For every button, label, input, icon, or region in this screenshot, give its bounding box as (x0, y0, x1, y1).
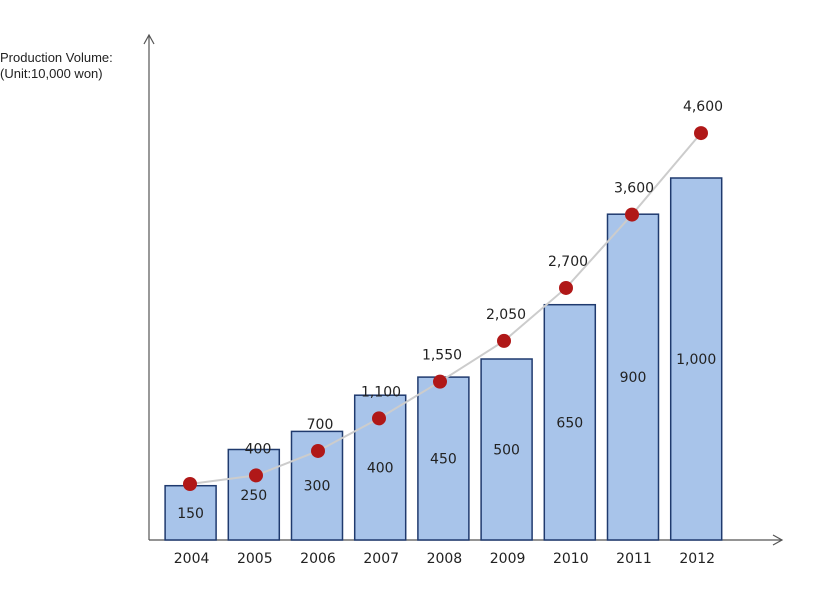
y-axis-arrow (143, 33, 155, 45)
bar-value-label: 1,000 (676, 352, 716, 368)
bar (227, 448, 281, 541)
line-value-label: 1,100 (361, 384, 401, 400)
line-point (625, 207, 639, 222)
bar-value-label: 300 (304, 479, 331, 495)
bar-value-label: 250 (240, 488, 267, 504)
line-point (694, 126, 708, 141)
x-tick-label: 2009 (490, 551, 526, 567)
x-axis-arrow (772, 534, 784, 546)
bar (417, 376, 470, 541)
bar (290, 430, 344, 541)
line-point (183, 477, 197, 491)
bar (543, 303, 597, 541)
bar-value-label: 150 (177, 506, 204, 522)
x-tick-label: 2008 (427, 551, 463, 567)
line-value-label: 4,600 (683, 99, 723, 115)
line-value-label: 3,600 (614, 181, 654, 197)
x-tick-label: 2011 (616, 551, 652, 567)
y-axis-label-line2: (Unit:10,000 won) (0, 66, 103, 81)
line-value-label: 400 (245, 441, 272, 457)
x-tick-label: 2010 (553, 551, 589, 567)
line-value-label: 2,700 (548, 254, 588, 270)
line-point (433, 374, 447, 389)
x-tick-label: 2012 (679, 551, 715, 567)
line-value-label: 700 (307, 417, 334, 433)
bar (606, 213, 660, 541)
x-tick-label: 2005 (237, 551, 273, 567)
x-tick-label: 2004 (174, 551, 210, 567)
line-point (372, 411, 386, 426)
bar-value-label: 400 (367, 461, 394, 477)
bar-value-label: 450 (430, 452, 457, 468)
x-tick-label: 2006 (300, 551, 336, 567)
line-value-label: 2,050 (486, 307, 526, 323)
bar (480, 358, 533, 541)
y-axis-label: Production Volume: (Unit:10,000 won) (0, 50, 113, 82)
line-point (497, 333, 511, 348)
line-point (311, 443, 325, 458)
line-point (559, 280, 573, 295)
bar-value-label: 900 (620, 370, 647, 386)
line-value-label: 1,550 (422, 348, 462, 364)
bar (669, 177, 723, 541)
bar-value-label: 500 (493, 443, 520, 459)
x-tick-label: 2007 (363, 551, 399, 567)
y-axis-label-line1: Production Volume: (0, 50, 113, 65)
line-point (249, 468, 263, 483)
bar-value-label: 650 (556, 415, 583, 431)
